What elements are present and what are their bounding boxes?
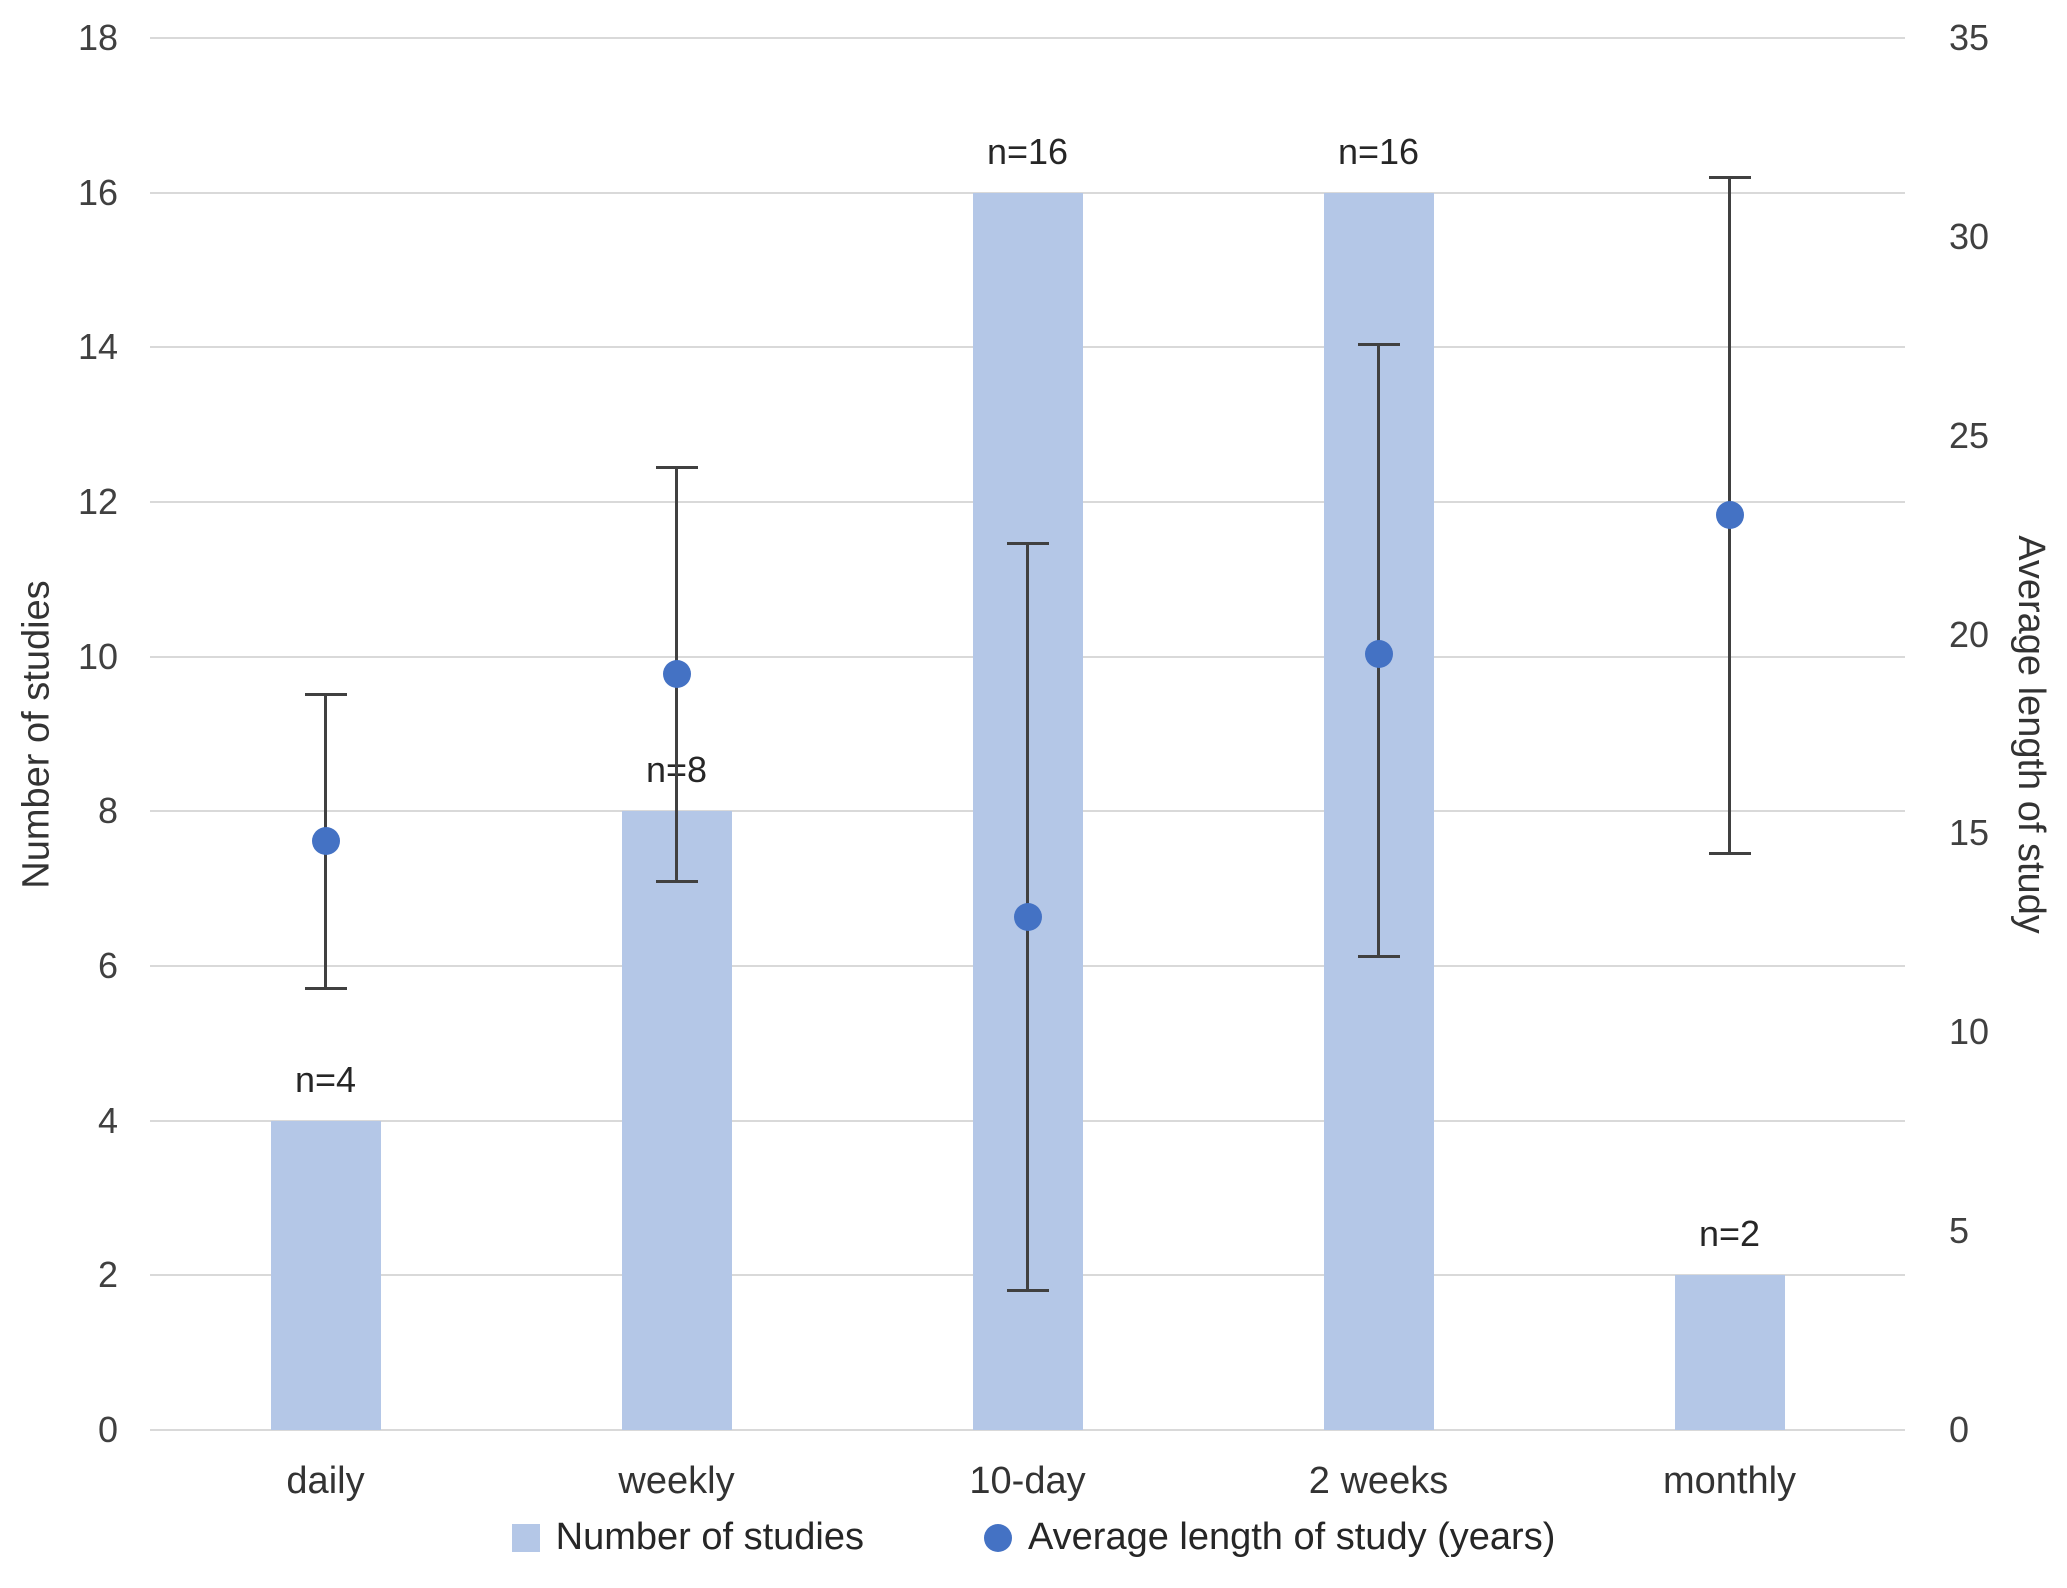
mean-dot — [662, 660, 691, 689]
legend-item: Average length of study (years) — [984, 1516, 1555, 1559]
right-axis-title: Average length of study — [2009, 534, 2052, 934]
left-axis-tick: 12 — [77, 481, 118, 522]
bar-count-label: n=2 — [1698, 1213, 1761, 1255]
legend-label: Number of studies — [555, 1516, 864, 1558]
bar-count-label: n=16 — [986, 130, 1069, 172]
plot-area: 0 2 4 6 8 10 12 14 16 18 0 5 10 15 20 25 30 35 n=4 daily n=8… — [78, 17, 1989, 1502]
left-axis-tick: 14 — [77, 326, 118, 368]
left-axis-title: Number of studies — [15, 579, 58, 889]
left-axis-tick: 4 — [97, 1099, 118, 1141]
left-axis-tick: 10 — [77, 635, 118, 677]
left-axis-tick: 16 — [77, 171, 118, 213]
right-axis-tick: 25 — [1949, 414, 1990, 456]
left-axis-tick: 2 — [97, 1254, 118, 1296]
bar — [270, 1120, 381, 1430]
left-axis-tick: 8 — [97, 790, 118, 832]
mean-dot — [1013, 902, 1042, 931]
error-bar-cap-top — [304, 692, 347, 696]
legend-label: Average length of study (years) — [1028, 1516, 1556, 1558]
x-axis-label: 10-day — [969, 1460, 1086, 1502]
legend-item: Number of studies — [511, 1516, 864, 1559]
mean-dot — [311, 827, 340, 856]
error-bar-cap-top — [1357, 342, 1400, 346]
right-axis-tick: 20 — [1949, 613, 1990, 655]
left-axis-tick: 6 — [97, 945, 118, 986]
error-bar-cap-bottom — [1708, 851, 1751, 855]
error-bar-cap-bottom — [304, 987, 347, 991]
error-bar-cap-top — [655, 466, 698, 470]
mean-dot — [1715, 501, 1744, 530]
right-axis-tick: 5 — [1949, 1210, 1970, 1252]
error-bar-cap-top — [1006, 541, 1049, 545]
left-axis-tick: 0 — [97, 1409, 118, 1450]
gridline — [150, 37, 1905, 39]
x-axis-label: weekly — [618, 1460, 735, 1502]
bar — [621, 811, 732, 1430]
left-axis-title-wrap: Number of studies — [2, 38, 72, 1430]
error-bar-cap-bottom — [655, 879, 698, 883]
bar-count-label: n=4 — [294, 1058, 357, 1100]
x-axis-label: daily — [286, 1460, 365, 1502]
error-bar-cap-bottom — [1006, 1289, 1049, 1293]
gridline — [150, 1429, 1905, 1431]
right-axis-tick: 15 — [1949, 812, 1990, 854]
legend-dot-swatch-icon — [984, 1523, 1012, 1552]
bar — [1674, 1275, 1785, 1430]
x-axis-label: 2 weeks — [1308, 1460, 1449, 1502]
left-axis-tick: 18 — [77, 17, 118, 58]
error-bar-cap-top — [1708, 175, 1751, 179]
right-axis-tick: 35 — [1949, 17, 1990, 58]
mean-dot — [1364, 640, 1393, 669]
x-axis-label: monthly — [1662, 1460, 1797, 1502]
right-axis-tick: 0 — [1949, 1409, 1970, 1450]
right-axis-tick: 10 — [1949, 1011, 1990, 1053]
legend-bar-swatch-icon — [511, 1523, 540, 1552]
right-axis-tick: 30 — [1949, 215, 1990, 257]
legend: Number of studies Average length of study… — [0, 1516, 2067, 1559]
error-bar-cap-bottom — [1357, 955, 1400, 959]
bar-count-label: n=16 — [1337, 130, 1420, 172]
